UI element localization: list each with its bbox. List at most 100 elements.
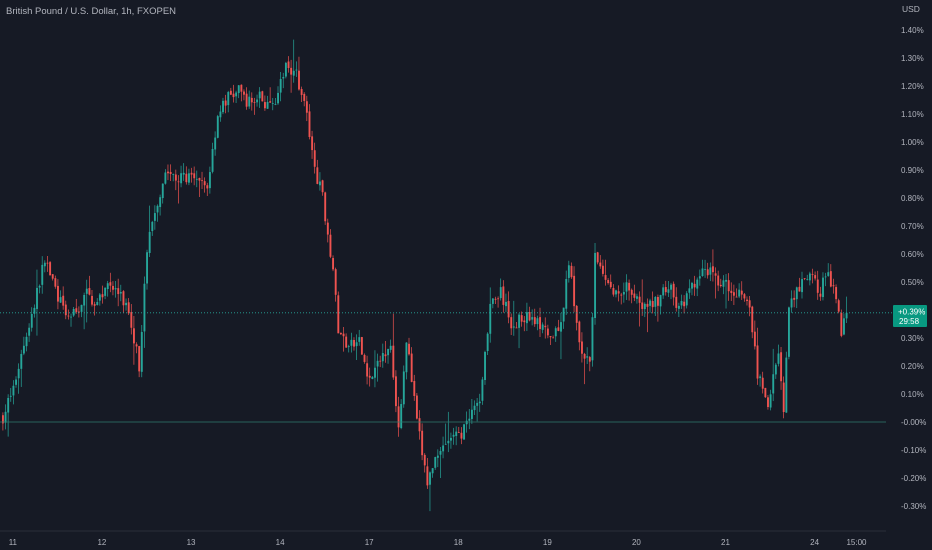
candle-body — [219, 111, 222, 118]
candle-body — [248, 96, 251, 107]
candle-body — [601, 265, 604, 274]
candle-body — [756, 345, 759, 379]
candle-body — [641, 302, 644, 309]
candle-body — [41, 264, 44, 285]
candle-body — [827, 272, 830, 276]
y-tick-label: 1.20% — [901, 82, 924, 91]
candle-body — [659, 295, 662, 307]
candle-body — [279, 79, 282, 93]
candle-body — [497, 298, 500, 300]
candle-body — [261, 91, 264, 102]
candle-body — [206, 185, 209, 189]
candle-body — [675, 296, 678, 308]
candle-body — [688, 288, 691, 293]
candle-body — [523, 320, 526, 323]
candle-body — [777, 353, 780, 364]
candle-body — [727, 280, 730, 292]
candle-body — [822, 277, 824, 298]
candle-body — [625, 282, 628, 292]
candles-layer — [2, 39, 848, 512]
candle-body — [274, 104, 277, 105]
candle-body — [683, 301, 686, 307]
y-tick-label: 0.20% — [901, 362, 924, 371]
candle-body — [599, 262, 602, 267]
candle-body — [583, 353, 586, 359]
candle-body — [455, 431, 458, 436]
candle-body — [845, 312, 848, 319]
y-tick-label: 0.10% — [901, 390, 924, 399]
candle-body — [266, 101, 269, 109]
candle-body — [704, 269, 707, 271]
candle-body — [843, 318, 845, 335]
candle-body — [12, 385, 15, 396]
candle-body — [143, 283, 146, 332]
candle-body — [596, 252, 599, 263]
reference-lines — [0, 312, 893, 423]
candle-body — [287, 61, 290, 68]
x-tick-label: 17 — [365, 538, 374, 547]
candle-body — [672, 283, 675, 298]
candle-body — [738, 289, 741, 297]
candle-body — [232, 93, 235, 98]
candle-body — [392, 345, 395, 378]
candle-body — [761, 377, 764, 389]
candle-body — [549, 336, 552, 338]
candle-body — [486, 333, 489, 352]
candle-body — [345, 336, 348, 348]
candle-body — [470, 409, 473, 419]
candle-body — [30, 313, 33, 328]
candle-body — [146, 252, 148, 284]
candle-body — [54, 278, 57, 287]
time-axis[interactable]: 11 12 13 14 17 18 19 20 21 24 15:00 — [0, 530, 886, 547]
candle-body — [539, 317, 541, 329]
candle-body — [774, 364, 777, 375]
candle-body — [806, 278, 809, 280]
candle-body — [363, 354, 366, 362]
candle-body — [245, 93, 248, 107]
candle-body — [811, 273, 814, 275]
candle-body — [109, 282, 112, 286]
candle-body — [552, 337, 555, 339]
candle-body — [208, 172, 211, 189]
candle-body — [447, 440, 450, 444]
candle-body — [840, 312, 843, 336]
candle-body — [677, 305, 680, 309]
candle-body — [801, 279, 803, 293]
candle-body — [57, 285, 59, 302]
candle-body — [161, 183, 164, 199]
candle-body — [177, 181, 180, 183]
candle-body — [46, 262, 49, 264]
candle-body — [643, 303, 646, 310]
candle-body — [172, 174, 175, 175]
candle-body — [782, 382, 785, 413]
candle-body — [214, 137, 217, 150]
candle-body — [25, 336, 28, 347]
candle-body — [730, 290, 733, 294]
candle-body — [350, 339, 353, 346]
candle-body — [450, 437, 452, 441]
price-axis[interactable]: 1.40% 1.30% 1.20% 1.10% 1.00% 0.90% 0.80% 0.70%… — [901, 26, 926, 511]
candle-body — [434, 457, 437, 468]
candle-body — [460, 432, 463, 439]
candle-body — [355, 342, 358, 347]
candle-body — [9, 395, 12, 397]
y-tick-label: -0.20% — [901, 474, 926, 483]
x-tick-label: 21 — [721, 538, 730, 547]
candle-body — [518, 314, 521, 328]
candle-body — [264, 102, 266, 109]
candle-body — [575, 305, 578, 323]
candle-body — [816, 279, 819, 293]
candle-body — [211, 148, 214, 172]
candle-body — [292, 70, 295, 76]
candle-body — [484, 351, 486, 381]
x-tick-label: 11 — [9, 538, 18, 547]
candle-body — [628, 282, 631, 291]
candle-body — [156, 205, 159, 213]
candle-body — [17, 368, 20, 379]
candle-body — [405, 342, 408, 373]
candle-body — [546, 328, 549, 336]
candle-body — [188, 173, 190, 183]
candle-body — [748, 300, 751, 308]
candle-body — [698, 276, 701, 279]
